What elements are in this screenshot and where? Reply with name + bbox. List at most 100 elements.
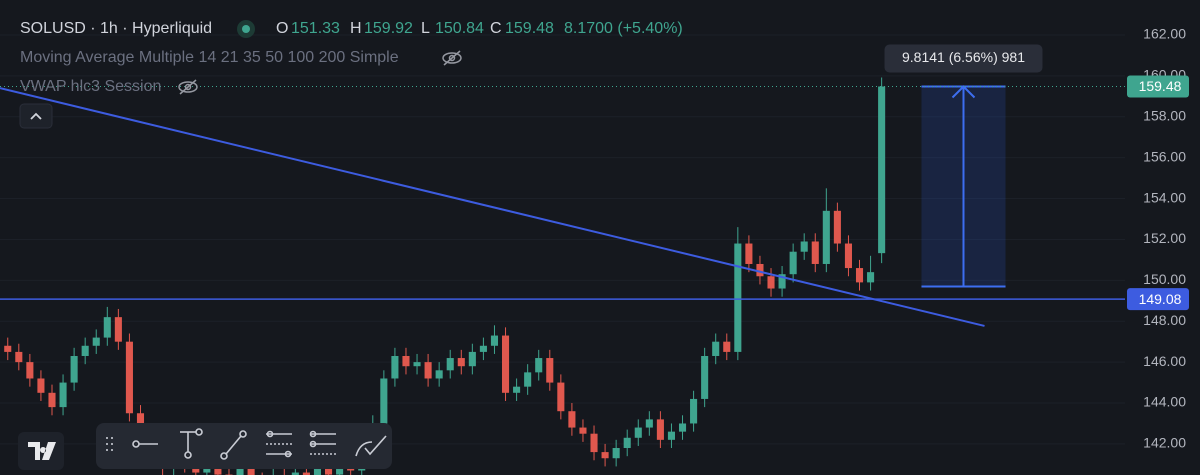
candle-body <box>413 362 421 367</box>
candle-body <box>402 355 410 367</box>
candle-body <box>645 419 653 428</box>
fib-tool[interactable] <box>266 430 292 458</box>
candle-body <box>789 251 797 275</box>
candle-body <box>59 382 67 408</box>
candle-body <box>822 210 830 264</box>
candle-body <box>612 448 620 459</box>
vertical-measure-tool[interactable] <box>180 428 203 459</box>
candle-body <box>855 268 864 283</box>
price-badge <box>1127 75 1189 98</box>
candle-body <box>800 241 808 252</box>
channel-tool[interactable] <box>309 430 336 455</box>
candle-body <box>457 358 465 367</box>
candle-body <box>114 317 122 342</box>
candle-body <box>302 472 310 475</box>
candle-body <box>844 243 852 269</box>
logo <box>28 442 56 460</box>
candle-body <box>291 472 299 475</box>
open-value: 151.33 <box>291 20 340 37</box>
candle-body <box>601 452 609 459</box>
collapse-button[interactable] <box>19 103 53 129</box>
candle-body <box>756 263 764 277</box>
trend-line <box>0 87 985 327</box>
low-value: 150.84 <box>435 20 484 37</box>
candle-body <box>26 362 34 379</box>
low-label: L <box>421 20 430 37</box>
close-value: 159.48 <box>505 20 554 37</box>
status-dot-inner <box>242 25 250 33</box>
y-tick-label: 158.00 <box>1143 107 1186 123</box>
candle-body <box>479 345 487 352</box>
candle-body <box>690 398 698 424</box>
candle-body <box>380 378 388 424</box>
candle-body <box>468 351 476 367</box>
candle-body <box>81 345 89 356</box>
change: 8.1700 (+5.40%) <box>564 20 683 37</box>
plot-area <box>0 77 1125 475</box>
y-tick-label: 162.00 <box>1143 26 1186 42</box>
trend-line-tool[interactable] <box>220 430 247 460</box>
candle-body <box>125 341 133 414</box>
candle-body <box>778 274 786 289</box>
candle-body <box>557 382 565 412</box>
candle-body <box>745 243 753 264</box>
measure-arrowhead <box>951 85 976 99</box>
horizontal-line-tool[interactable] <box>132 440 158 448</box>
overlay: SOLUSD · 1h · Hyperliquid O 151.33 H 159… <box>18 20 1189 470</box>
candle-body <box>734 243 742 352</box>
candle-body <box>712 341 720 356</box>
brush-tool[interactable] <box>355 435 387 457</box>
candle-body <box>70 355 78 383</box>
candle-body <box>634 427 642 438</box>
candle-body <box>867 272 875 283</box>
candle-body <box>701 355 709 399</box>
y-tick-label: 142.00 <box>1143 435 1186 451</box>
candle-body <box>501 335 510 393</box>
candle-body <box>546 358 554 383</box>
y-tick-label: 150.00 <box>1143 271 1186 287</box>
candle-body <box>236 468 244 475</box>
symbol: SOLUSD · 1h · Hyperliquid <box>20 20 212 37</box>
candle-body <box>15 351 23 363</box>
measure-label-text: 9.8141 (6.56%) 981 <box>902 49 1025 65</box>
candle-body <box>723 341 731 352</box>
drawing-toolbar <box>96 423 392 469</box>
price-badge-label: 159.48 <box>1139 78 1182 94</box>
candle-body <box>4 345 12 352</box>
y-tick-label: 152.00 <box>1143 230 1186 246</box>
candle-body <box>579 427 587 434</box>
y-tick-label: 146.00 <box>1143 353 1186 369</box>
measure-label: 9.8141 (6.56%) 981 <box>884 44 1043 73</box>
candle-body <box>48 392 56 408</box>
hide-icon[interactable] <box>178 79 198 95</box>
candle-body <box>325 468 333 475</box>
high-label: H <box>350 20 362 37</box>
candle-body <box>92 337 100 346</box>
candle-body <box>524 372 532 387</box>
candle-body <box>247 468 255 475</box>
hide-icon[interactable] <box>442 50 462 66</box>
collapse-icon <box>30 112 42 120</box>
candle-body <box>513 386 521 393</box>
open-label: O <box>276 20 288 37</box>
indicator[interactable]: VWAP hlc3 Session <box>20 78 161 95</box>
y-tick-label: 144.00 <box>1143 394 1186 410</box>
candle-body <box>623 437 631 449</box>
high-value: 159.92 <box>364 20 413 37</box>
candle-body <box>37 378 45 393</box>
drag-handle[interactable] <box>106 437 113 451</box>
candle-body <box>535 358 543 373</box>
candle-body <box>424 362 432 379</box>
candle-body <box>667 431 675 440</box>
y-tick-label: 148.00 <box>1143 312 1186 328</box>
candle-body <box>767 276 775 289</box>
price-badge <box>1127 288 1189 311</box>
indicator[interactable]: Moving Average Multiple 14 21 35 50 100 … <box>20 49 399 66</box>
candle-body <box>568 411 576 428</box>
candle-body <box>490 335 499 346</box>
candle-body <box>313 468 322 475</box>
candle-body <box>336 464 344 475</box>
